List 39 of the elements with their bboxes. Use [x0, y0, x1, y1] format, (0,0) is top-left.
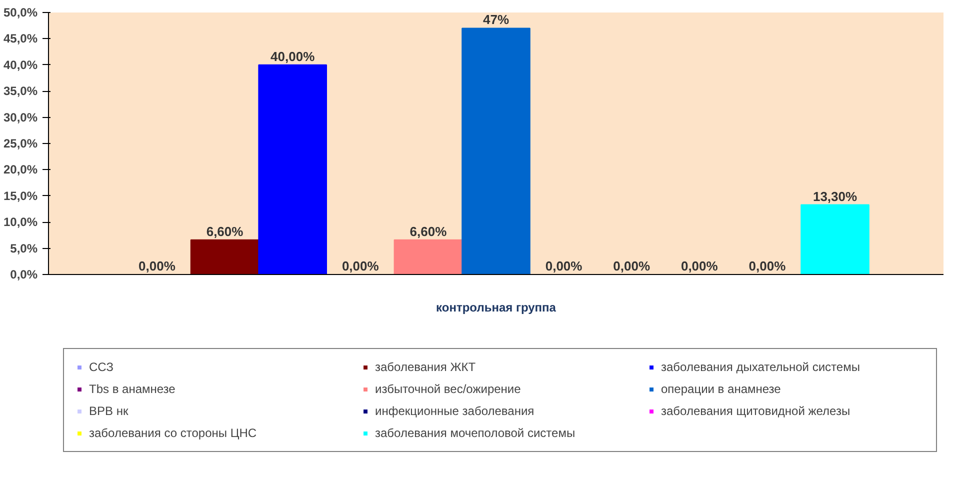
bar	[258, 64, 327, 274]
legend-label: ССЗ	[89, 358, 114, 374]
legend-label: заболевания дыхательной системы	[661, 358, 861, 374]
legend-label: заболевания мочеполовой системы	[375, 424, 576, 440]
y-tick-label: 10,0%	[3, 215, 38, 230]
legend-label: инфекционные заболевания	[375, 402, 536, 418]
data-label: 0,00%	[545, 258, 583, 274]
y-tick-label: 5,0%	[10, 241, 38, 256]
x-tick-label: контрольная группа	[436, 300, 556, 314]
bar	[462, 28, 530, 274]
legend-label: ВРВ нк	[89, 402, 130, 418]
bar	[394, 239, 463, 274]
data-label: 6,60%	[206, 224, 244, 239]
data-label: 0,00%	[613, 258, 650, 274]
legend-label: Tbs в анамнезе	[89, 380, 176, 396]
data-label: 13,30%	[812, 188, 858, 204]
bar	[190, 239, 260, 274]
y-tick-label: 0,0%	[10, 268, 38, 282]
y-tick-label: 35,0%	[3, 84, 38, 98]
legend-label: заболевания щитовидной железы	[661, 402, 852, 418]
data-label: 0,00%	[342, 258, 380, 274]
bar	[800, 204, 870, 274]
data-label: 0,00%	[748, 258, 786, 274]
data-label: 40,00%	[270, 48, 316, 64]
y-tick-label: 15,0%	[3, 188, 38, 203]
legend-label: заболевания со стороны ЦНС	[89, 424, 258, 440]
data-label: 6,60%	[410, 224, 448, 239]
legend-label: заболевания ЖКТ	[375, 358, 477, 374]
y-tick-label: 50,0%	[3, 6, 38, 20]
legend-label: избыточной вес/ожирение	[375, 380, 522, 396]
y-tick-label: 25,0%	[3, 136, 38, 150]
y-tick-label: 45,0%	[3, 32, 38, 46]
y-tick-label: 30,0%	[3, 110, 38, 124]
data-label: 47%	[482, 12, 510, 28]
y-tick-label: 40,0%	[3, 58, 38, 72]
legend-label: операции в анамнезе	[661, 380, 782, 396]
y-tick-label: 20,0%	[3, 162, 38, 177]
data-label: 0,00%	[680, 258, 718, 274]
data-label: 0,00%	[138, 258, 176, 274]
